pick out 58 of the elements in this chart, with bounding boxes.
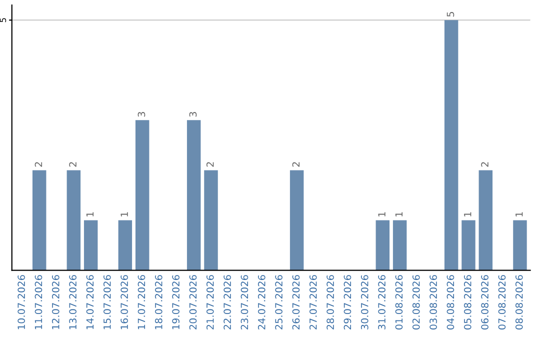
x-tick-label: 28.07.2026 [326,275,334,330]
data-label: 2 [481,162,488,167]
x-tick-label: 20.07.2026 [189,275,197,330]
x-tick-label: 29.07.2026 [344,275,352,330]
bar [392,220,407,270]
data-label: 3 [138,112,146,117]
data-label: 3 [189,112,197,117]
bar [32,170,46,270]
bar [444,20,458,270]
data-label: 1 [120,212,128,216]
bar [186,120,201,270]
x-tick-label: 12.07.2026 [52,275,60,330]
bar [118,220,132,270]
x-tick-label: 07.08.2026 [498,275,506,330]
x-tick-label: 08.08.2026 [515,275,523,330]
bar [376,220,390,270]
bar [66,170,81,270]
x-tick-label: 17.07.2026 [138,275,146,330]
x-tick-label: 23.07.2026 [240,275,248,330]
bar [84,220,98,270]
x-tick-label: 14.07.2026 [86,275,94,330]
x-tick-label: 11.07.2026 [34,275,42,330]
x-tick-label: 26.07.2026 [292,275,300,330]
data-label: 2 [69,162,76,167]
x-tick-label: 19.07.2026 [172,275,180,330]
data-label: 1 [86,212,94,216]
data-label: 2 [206,162,214,167]
x-tick-label: 18.07.2026 [154,275,162,330]
bar [462,220,476,270]
bar [204,170,218,270]
x-tick-label: 31.07.2026 [378,275,386,330]
x-tick-label: 21.07.2026 [206,275,214,330]
x-tick-label: 02.08.2026 [412,275,420,330]
data-label: 2 [292,162,300,167]
x-tick-label: 16.07.2026 [120,275,128,330]
data-label: 1 [516,212,523,216]
data-label: 1 [464,212,472,216]
data-label: 1 [378,212,386,216]
x-tick-label: 10.07.2026 [18,275,25,330]
data-label: 1 [395,212,403,216]
bar [290,170,304,270]
bar [478,170,493,270]
x-tick-label: 25.07.2026 [275,275,282,330]
bar [513,220,527,270]
x-tick-label: 22.07.2026 [224,275,231,330]
bar [135,120,150,270]
x-tick-label: 06.08.2026 [481,275,488,330]
data-label: 2 [34,162,42,167]
x-tick-label: 01.08.2026 [395,275,403,330]
x-tick-label: 24.07.2026 [258,275,266,330]
x-tick-label: 27.07.2026 [309,275,317,330]
x-tick-label: 13.07.2026 [69,275,76,330]
x-tick-label: 05.08.2026 [464,275,472,330]
x-tick-label: 04.08.2026 [446,275,454,330]
x-tick-label: 30.07.2026 [360,275,368,330]
x-tick-label: 03.08.2026 [430,275,437,330]
data-label: 5 [446,12,454,17]
x-tick-label: 15.07.2026 [103,275,111,330]
